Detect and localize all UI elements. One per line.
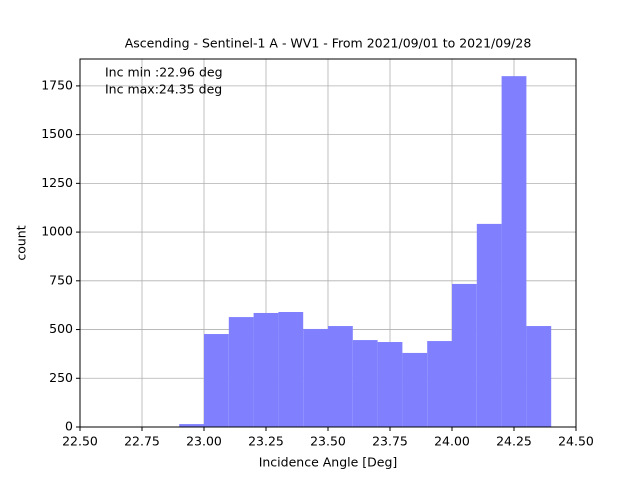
y-tick-label: 1000 — [41, 224, 73, 239]
bar — [526, 326, 552, 427]
chart-title: Ascending - Sentinel-1 A - WV1 - From 20… — [125, 36, 532, 51]
annotation: Inc max:24.35 deg — [105, 82, 222, 97]
annotation: Inc min :22.96 deg — [105, 65, 223, 80]
bar — [452, 283, 477, 427]
bar — [476, 223, 502, 427]
x-tick-label: 24.50 — [558, 434, 594, 449]
x-tick-label: 22.50 — [62, 434, 98, 449]
bar — [303, 328, 328, 427]
y-tick-label: 0 — [65, 419, 73, 434]
bar — [427, 341, 452, 427]
bar — [377, 342, 403, 427]
bar — [204, 334, 229, 427]
x-axis-label: Incidence Angle [Deg] — [259, 455, 398, 470]
bar — [501, 76, 527, 428]
bar — [253, 312, 279, 427]
y-tick-label: 1750 — [41, 77, 73, 92]
x-tick-label: 22.75 — [124, 434, 160, 449]
y-tick-label: 1250 — [41, 175, 73, 190]
y-tick-label: 750 — [49, 272, 73, 287]
x-tick-label: 23.75 — [372, 434, 408, 449]
y-tick-label: 250 — [49, 370, 73, 385]
y-tick-label: 1500 — [41, 126, 73, 141]
x-tick-label: 23.25 — [248, 434, 284, 449]
bar — [402, 352, 428, 427]
x-tick-label: 23.00 — [186, 434, 222, 449]
bar — [352, 340, 378, 427]
plot-frame — [79, 58, 577, 428]
x-tick-label: 24.25 — [496, 434, 532, 449]
bar — [278, 312, 304, 427]
x-tick-label: 24.00 — [434, 434, 470, 449]
y-axis-label: count — [14, 225, 29, 260]
bar — [179, 424, 204, 427]
bar — [328, 326, 353, 427]
bar — [228, 317, 254, 427]
y-tick-label: 500 — [49, 321, 73, 336]
x-tick-label: 23.50 — [310, 434, 346, 449]
